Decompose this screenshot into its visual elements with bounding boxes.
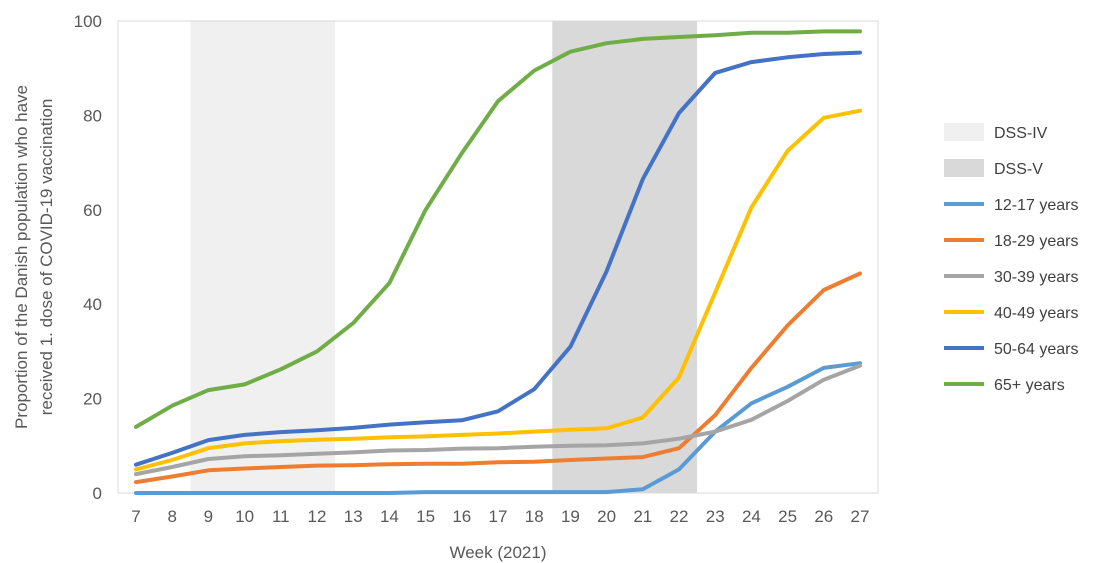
series-line-50-64-years — [134, 50, 862, 467]
x-tick-label: 27 — [851, 507, 870, 526]
x-tick-label: 24 — [742, 507, 761, 526]
y-tick-label: 80 — [83, 106, 102, 125]
x-axis-title: Week (2021) — [449, 543, 546, 562]
legend-label: DSS-V — [994, 161, 1043, 178]
x-tick-label: 22 — [670, 507, 689, 526]
x-tick-label: 17 — [489, 507, 508, 526]
legend: DSS-IV DSS-V 12-17 years 18-29 years 30-39 y… — [944, 123, 1079, 394]
x-tick-label: 19 — [561, 507, 580, 526]
series-lines — [134, 29, 862, 495]
x-tick-label: 11 — [272, 507, 290, 526]
y-axis-title-line: received 1. dose of COVID-19 vaccination — [37, 99, 56, 416]
series-line-65-years — [134, 29, 862, 429]
x-tick-label: 13 — [344, 507, 363, 526]
legend-label: 18-29 years — [994, 233, 1079, 250]
y-tick-label: 20 — [83, 390, 102, 409]
x-tick-label: 9 — [204, 507, 213, 526]
x-tick-label: 16 — [452, 507, 471, 526]
x-tick-label: 8 — [167, 507, 176, 526]
x-tick-label: 21 — [633, 507, 652, 526]
x-tick-label: 15 — [416, 507, 435, 526]
x-tick-label: 10 — [235, 507, 254, 526]
x-tick-label: 18 — [525, 507, 544, 526]
legend-label: 50-64 years — [994, 341, 1079, 358]
series-line-18-29-years — [134, 271, 862, 485]
x-tick-label: 20 — [597, 507, 616, 526]
y-axis-ticks: 0 20 40 60 80 100 — [74, 12, 102, 503]
legend-label: 12-17 years — [994, 197, 1079, 214]
y-tick-label: 60 — [83, 201, 102, 220]
y-axis-title-line: Proportion of the Danish population who … — [12, 85, 31, 429]
x-tick-label: 14 — [380, 507, 399, 526]
series-line-30-39-years — [134, 363, 862, 477]
series-line-12-17-years — [134, 361, 862, 495]
shaded-band-dss-v — [552, 21, 698, 493]
series-line-40-49-years — [134, 108, 862, 472]
y-axis-title: Proportion of the Danish population who … — [12, 85, 56, 429]
shaded-bands — [190, 21, 698, 493]
x-tick-label: 23 — [706, 507, 725, 526]
legend-label: 30-39 years — [994, 269, 1079, 286]
legend-swatch — [944, 123, 984, 141]
x-axis-ticks: 7 8 9 10 11 12 13 14 15 16 17 18 19 20 21 22 23 24 25 26 27 — [131, 507, 869, 526]
legend-swatch — [944, 159, 984, 177]
x-tick-label: 7 — [131, 507, 140, 526]
shaded-band-dss-iv — [190, 21, 336, 493]
y-tick-label: 100 — [74, 12, 102, 31]
legend-label: 40-49 years — [994, 305, 1079, 322]
x-tick-label: 12 — [308, 507, 327, 526]
x-tick-label: 25 — [778, 507, 797, 526]
y-tick-label: 40 — [83, 295, 102, 314]
y-tick-label: 0 — [93, 484, 102, 503]
x-tick-label: 26 — [814, 507, 833, 526]
legend-label: 65+ years — [994, 377, 1065, 394]
legend-label: DSS-IV — [994, 125, 1048, 142]
